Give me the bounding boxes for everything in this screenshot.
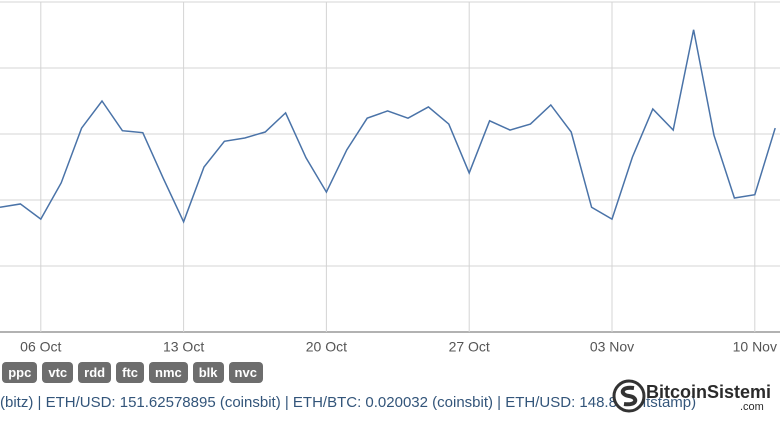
watermark-domain: .com: [740, 401, 764, 413]
tag[interactable]: rdd: [78, 362, 112, 383]
x-tick-label: 27 Oct: [449, 339, 490, 355]
x-tick-label: 10 Nov: [733, 339, 777, 355]
x-tick-label: 03 Nov: [590, 339, 634, 355]
x-tick-label: 20 Oct: [306, 339, 347, 355]
tag[interactable]: ftc: [116, 362, 144, 383]
x-tick-label: 06 Oct: [20, 339, 61, 355]
tag[interactable]: ppc: [2, 362, 38, 383]
watermark-text: BitcoinSistemi: [646, 382, 772, 402]
x-tick-label: 13 Oct: [163, 339, 204, 355]
watermark-logo: [612, 379, 646, 413]
tag[interactable]: nmc: [149, 362, 188, 383]
chart: 06 Oct 13 Oct 20 Oct 27 Oct 03 Nov 10 Nov: [0, 1, 780, 355]
ticker: (bitz) | ETH/USD: 151.62578895 (coinsbit…: [0, 394, 697, 411]
data-line: [0, 29, 776, 224]
watermark: BitcoinSistemi .com: [612, 376, 780, 416]
tag[interactable]: blk: [192, 362, 224, 383]
tag[interactable]: vtc: [42, 362, 74, 383]
tag[interactable]: nvc: [228, 362, 263, 383]
